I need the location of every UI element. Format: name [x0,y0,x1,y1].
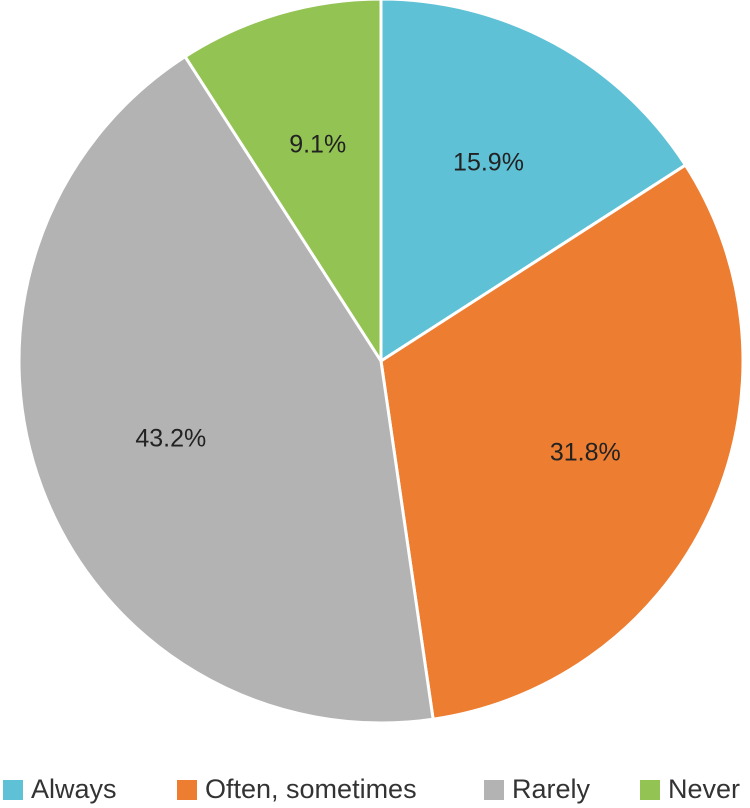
data-label: 9.1% [289,130,346,158]
legend-swatch [3,780,23,800]
data-label: 15.9% [453,149,524,177]
data-label: 43.2% [135,424,206,452]
pie-slice [17,54,435,725]
legend-label: Often, sometimes [205,774,417,804]
pie-slice [379,0,688,364]
legend-label: Rarely [512,774,591,804]
legend-label: Always [31,774,117,804]
legend-swatch [484,780,504,800]
pie-slice [379,163,745,721]
legend-swatch [640,780,660,800]
legend-swatch [177,780,197,800]
data-label: 31.8% [550,439,621,467]
legend-label: Never [668,774,740,804]
pie-slice [183,0,383,367]
